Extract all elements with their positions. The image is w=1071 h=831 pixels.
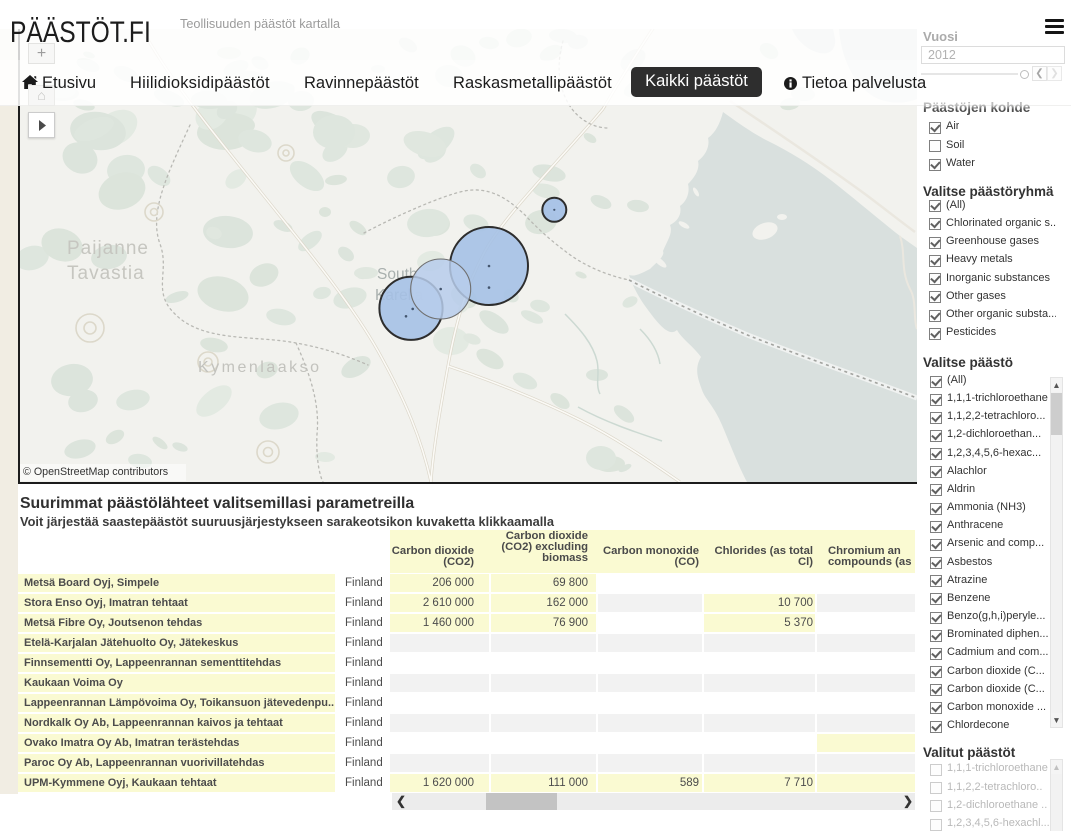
svg-text:Kymenlaakso: Kymenlaakso (198, 359, 322, 376)
svg-text:Tavastia: Tavastia (67, 263, 145, 284)
svg-text:Paijanne: Paijanne (67, 238, 149, 259)
